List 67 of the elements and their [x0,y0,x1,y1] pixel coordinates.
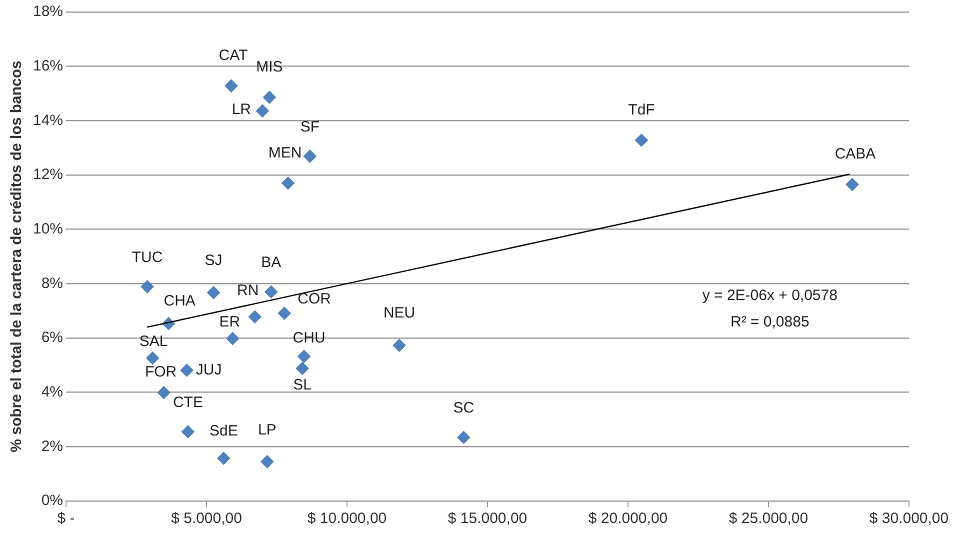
annotation: LR [232,101,252,118]
point [180,364,194,377]
x-tick-label: $ - [57,510,75,528]
annotation: y = 2E-06x + 0,0578 [702,286,838,304]
point [303,150,316,163]
annotation: CHA [164,292,196,310]
y-tick-label: 16% [32,57,64,74]
point [256,104,269,118]
point [140,280,154,294]
annotation: CHU [292,330,326,347]
y-tick-label: 0% [41,492,64,510]
point [278,306,291,320]
point [457,430,470,444]
annotation: SC [453,400,474,417]
point [181,425,194,438]
annotation: TUC [132,248,163,266]
annotation: CAT [218,47,248,64]
y-tick-label: 4% [41,383,64,400]
y-tick-label: 14% [32,112,64,129]
point [392,338,406,352]
point [226,332,240,346]
annotation: RN [237,282,259,299]
point [264,285,278,298]
annotation: SAL [139,333,168,350]
x-tick-label: $ 15.000,00 [448,510,528,528]
annotation: FOR [144,364,177,381]
annotation: CTE [172,394,203,411]
annotation: ER [219,314,240,331]
x-tick-label: $ 5.000,00 [171,510,242,528]
annotation: CABA [834,146,876,163]
x-tick-label: $ 30.000,00 [869,510,949,528]
annotation: JUJ [196,361,222,378]
point [298,350,311,363]
point [260,455,274,468]
annotation: R² = 0,0885 [730,314,810,331]
annotation: SL [293,376,312,394]
point [282,176,295,190]
annotation: NEU [383,304,416,322]
point [248,310,262,324]
y-tick-label: 10% [32,220,64,238]
annotation: TdF [628,101,655,118]
annotation: BA [261,254,282,271]
x-tick-label: $ 25.000,00 [728,510,808,528]
point [224,79,238,92]
y-tick-label: 8% [41,274,64,292]
point [157,386,170,400]
y-axis-title: % sobre el total de la cartera de créditos de los bancos [8,60,26,452]
annotation: MEN [268,144,302,162]
y-tick-label: 2% [41,438,64,455]
annotation: SF [300,118,320,136]
annotation: MIS [256,58,283,76]
annotation: SJ [204,252,222,269]
annotation: LP [258,422,276,439]
point [634,134,648,147]
point [262,90,276,104]
x-tick-label: $ 10.000,00 [307,510,387,528]
point [846,178,859,192]
y-tick-label: 6% [41,329,64,346]
point [146,352,160,365]
point [217,452,230,465]
annotation: COR [298,290,332,308]
y-tick-label: 12% [32,166,64,184]
x-tick-label: $ 20.000,00 [588,510,668,528]
point [296,362,309,375]
y-tick-label: 18% [32,3,64,20]
annotation: SdE [209,422,238,440]
point [207,286,220,300]
